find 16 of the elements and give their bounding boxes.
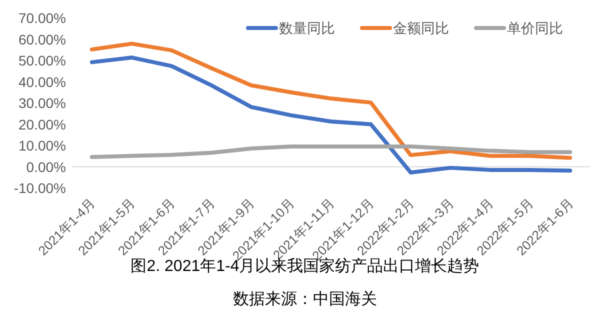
source-note: 数据来源：中国海关 bbox=[233, 290, 377, 308]
y-tick-label: 70.00% bbox=[18, 10, 66, 26]
legend-label: 数量同比 bbox=[279, 20, 335, 36]
y-tick-label: 10.00% bbox=[18, 138, 66, 154]
legend-label: 金额同比 bbox=[393, 20, 449, 36]
legend-label: 单价同比 bbox=[507, 20, 563, 36]
line-series bbox=[90, 56, 572, 174]
y-tick-label: 30.00% bbox=[18, 95, 66, 111]
y-tick-label: 40.00% bbox=[18, 74, 66, 90]
y-tick-label: 60.00% bbox=[18, 31, 66, 48]
y-tick-label: 20.00% bbox=[18, 116, 66, 132]
line-series bbox=[90, 144, 572, 159]
line-series bbox=[90, 42, 572, 160]
y-tick-label: 0.00% bbox=[26, 158, 66, 175]
y-tick-label: -10.00% bbox=[14, 180, 66, 196]
y-tick-label: 50.00% bbox=[18, 52, 66, 68]
